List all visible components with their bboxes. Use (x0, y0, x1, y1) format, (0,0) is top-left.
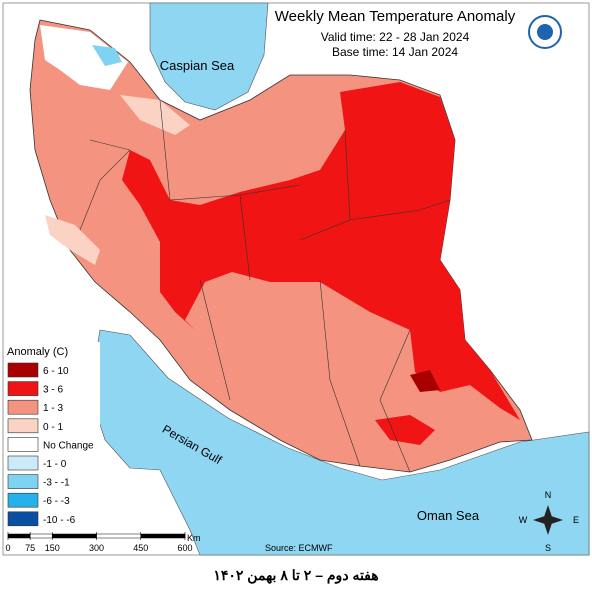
scale-tick-label: 450 (133, 543, 148, 553)
scale-tick-label: 75 (25, 543, 35, 553)
legend-title: Anomaly (C) (7, 346, 68, 358)
compass-w: W (519, 515, 528, 525)
region-minus-3-1 (92, 45, 122, 66)
compass-s: S (545, 543, 551, 553)
legend: Anomaly (C) 6 - 10 3 - 6 1 - 3 0 - 1 No Chan… (4, 342, 100, 532)
caspian-sea (149, 2, 269, 111)
legend-label: -10 - -6 (43, 515, 76, 526)
scale-tick-label: 150 (45, 543, 60, 553)
base-time: Base time: 14 Jan 2024 (332, 45, 458, 59)
scale-segment (7, 533, 31, 539)
legend-swatch (7, 455, 39, 471)
scale-segment (52, 533, 97, 539)
region-3-6 (375, 415, 435, 445)
region-no-change (40, 25, 128, 90)
legend-swatch (7, 511, 39, 527)
sea-label: Caspian Sea (160, 58, 235, 73)
region-0-1 (120, 95, 190, 135)
legend-swatch (7, 399, 39, 415)
valid-time: Valid time: 22 - 28 Jan 2024 (321, 30, 470, 44)
compass-e: E (573, 515, 579, 525)
legend-label: -1 - 0 (43, 459, 67, 470)
legend-swatch (7, 418, 39, 434)
scale-segment (140, 533, 186, 539)
region-3-6 (122, 82, 520, 420)
caption: هفته دوم – ۲ تا ۸ بهمن ۱۴۰۲ (213, 567, 378, 584)
legend-swatch (7, 437, 39, 452)
legend-label: 0 - 1 (43, 422, 63, 433)
source: Source: ECMWF (265, 543, 333, 553)
compass-n: N (545, 490, 552, 500)
legend-label: -6 - -3 (43, 496, 70, 507)
legend-swatch (7, 362, 39, 378)
region-0-1 (45, 215, 100, 265)
legend-label: 6 - 10 (43, 366, 69, 377)
legend-label: 3 - 6 (43, 385, 63, 396)
map-title: Weekly Mean Temperature Anomaly (275, 8, 516, 25)
legend-swatch (7, 381, 39, 396)
region-6-10 (410, 370, 440, 392)
scale-tick-label: 600 (177, 543, 192, 553)
legend-swatch (7, 474, 39, 489)
legend-label: No Change (43, 440, 94, 451)
sea-label: Oman Sea (417, 508, 480, 523)
legend-label: 1 - 3 (43, 403, 63, 414)
southern-seas (91, 329, 590, 556)
scale-unit: Km (187, 533, 201, 543)
logo (528, 15, 562, 49)
legend-swatch (7, 492, 39, 508)
scale-tick-label: 300 (89, 543, 104, 553)
scale-bar: Km 0 75 150 300 450 600 (5, 532, 201, 553)
scale-segment (96, 533, 141, 539)
scale-tick-label: 0 (5, 543, 10, 553)
legend-label: -3 - -1 (43, 478, 70, 489)
compass: N E S W (519, 490, 579, 553)
scale-segment (29, 533, 53, 539)
province-borders (79, 99, 451, 473)
